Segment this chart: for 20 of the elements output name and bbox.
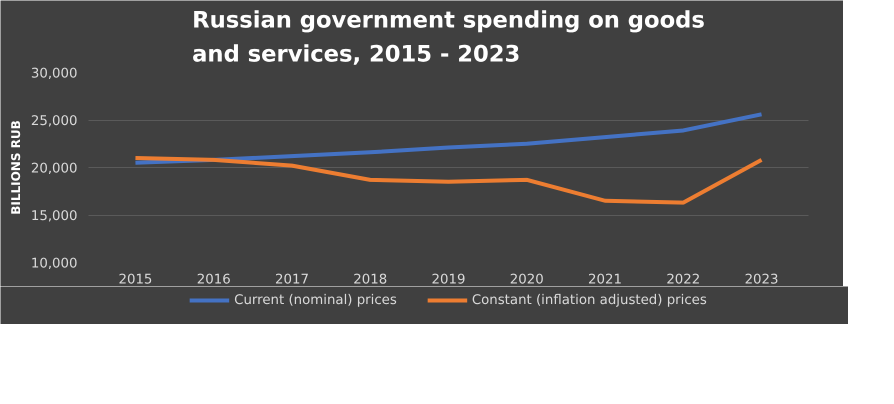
x-tick-label: 2018 <box>353 272 388 288</box>
x-tick-label: 2022 <box>666 272 700 288</box>
y-tick-label: 25,000 <box>30 114 78 129</box>
x-tick-label: 2021 <box>588 272 622 288</box>
x-tick-label: 2015 <box>118 272 152 288</box>
x-tick-label: 2023 <box>744 272 779 288</box>
legend-label: Current (nominal) prices <box>234 292 397 308</box>
y-tick-label: 10,000 <box>30 256 78 272</box>
y-axis-title: BILLIONS RUB <box>8 120 23 215</box>
y-tick-label: 15,000 <box>30 209 78 224</box>
y-tick-label: 30,000 <box>30 66 78 82</box>
x-tick-label: 2019 <box>432 272 466 288</box>
x-tick-label: 2016 <box>196 272 231 288</box>
x-tick-label: 2020 <box>510 272 544 288</box>
legend-label: Constant (inflation adjusted) prices <box>472 292 707 308</box>
chart-title: Russian government spending on goods and services, 2015 - 2023 <box>192 8 705 68</box>
y-tick-label: 20,000 <box>30 162 78 176</box>
line-series <box>133 112 764 165</box>
x-tick-label: 2017 <box>275 272 309 288</box>
line-series <box>133 156 764 205</box>
